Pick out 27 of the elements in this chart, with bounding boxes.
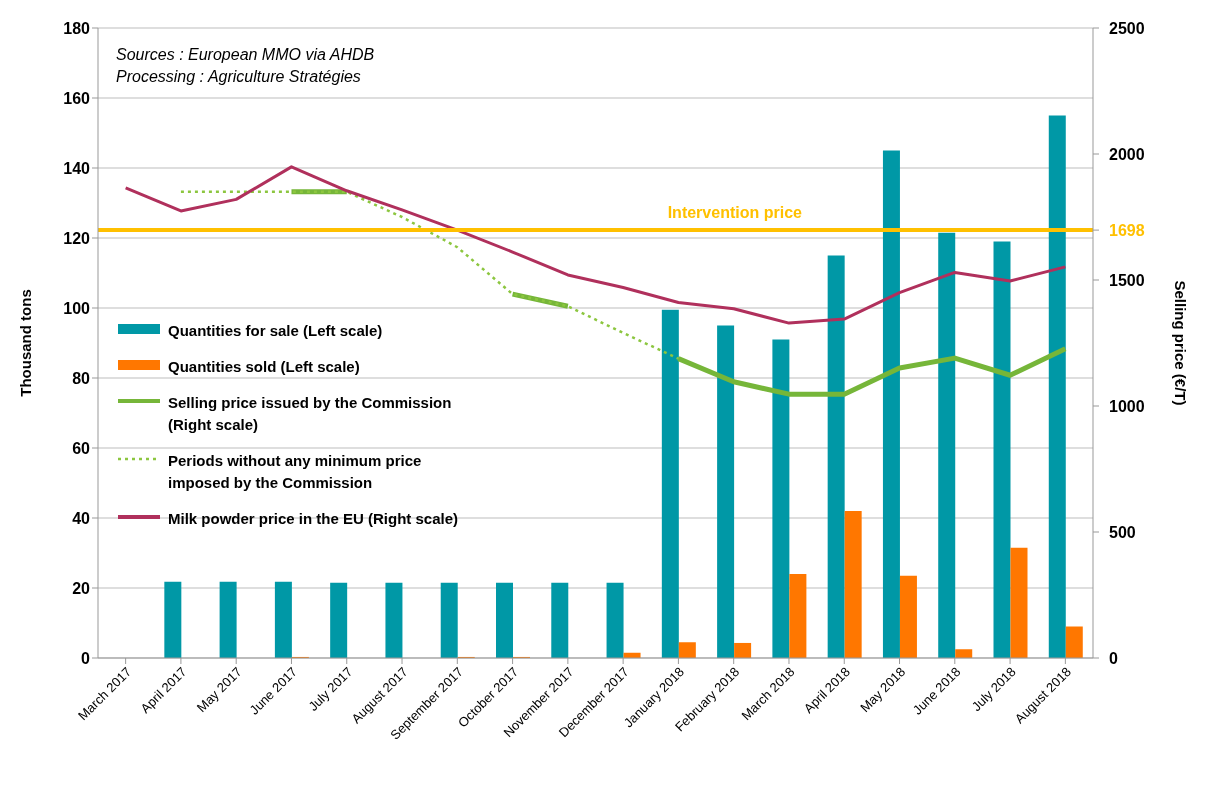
- y2-tick-label: 2500: [1109, 20, 1145, 37]
- legend-label: Quantities for sale (Left scale): [168, 321, 383, 341]
- y2-axis-title: Selling price (€/T): [1171, 280, 1189, 406]
- y-tick-label: 100: [63, 299, 91, 317]
- y-tick-label: 160: [63, 89, 91, 107]
- y2-tick-label: 1500: [1109, 272, 1145, 289]
- y-tick-label: 40: [72, 509, 91, 527]
- y2-tick-label: 500: [1109, 524, 1136, 541]
- y-tick-label: 0: [81, 649, 91, 667]
- legend-label: Milk powder price in the EU (Right scale): [168, 509, 459, 529]
- legend-label: Quantities sold (Left scale): [168, 357, 360, 377]
- y2-tick-label: 2000: [1109, 146, 1145, 163]
- y-tick-label: 60: [72, 439, 91, 457]
- y2-tick-label: 0: [1109, 650, 1118, 667]
- annotation: Processing : Agriculture Stratégies: [116, 67, 362, 87]
- ref-line-label: Intervention price: [667, 204, 803, 222]
- y-axis-title: Thousand tons: [17, 289, 35, 397]
- annotation: Sources : European MMO via AHDB: [116, 45, 375, 65]
- y-tick-label: 120: [63, 229, 91, 247]
- y-tick-label: 140: [63, 159, 91, 177]
- y2-tick-label: 1698: [1109, 222, 1145, 240]
- y-tick-label: 180: [63, 19, 91, 37]
- legend-label: Selling price issued by the Commission (Right scale): [168, 393, 453, 435]
- legend-label: Periods without any minimum price imposed by the Commission: [168, 451, 423, 493]
- y2-tick-label: 1000: [1109, 398, 1145, 415]
- y-tick-label: 80: [72, 369, 91, 387]
- y-tick-label: 20: [72, 579, 91, 597]
